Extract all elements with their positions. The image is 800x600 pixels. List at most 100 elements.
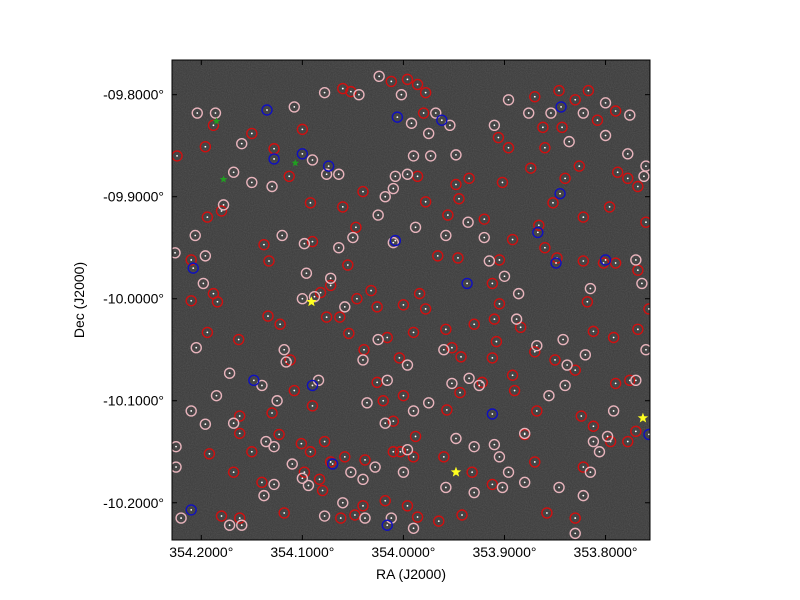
source-point: [204, 145, 207, 148]
source-point: [268, 260, 270, 262]
catalog-circle-marker: [478, 213, 490, 225]
source-point: [370, 289, 372, 292]
source-point: [535, 344, 538, 347]
catalog-circle-marker: [452, 252, 464, 264]
source-point: [252, 379, 255, 382]
catalog-circle-marker: [569, 94, 581, 106]
catalog-circle-marker: [483, 255, 496, 267]
source-point: [578, 165, 581, 167]
source-point: [645, 348, 647, 351]
source-point: [394, 239, 397, 242]
source-point: [537, 224, 540, 227]
source-point: [614, 110, 617, 112]
catalog-circle-marker: [318, 510, 331, 522]
source-point: [220, 515, 223, 517]
x-tick-label: 353.8000°: [574, 544, 638, 560]
catalog-circle-marker: [191, 107, 203, 119]
source-point: [406, 78, 409, 81]
source-point: [261, 384, 263, 387]
catalog-circle-marker: [622, 148, 634, 160]
catalog-circle-marker: [441, 404, 453, 416]
catalog-circle-marker: [333, 168, 345, 180]
source-point: [515, 318, 518, 321]
source-point: [190, 299, 193, 302]
catalog-circle-marker: [607, 405, 620, 417]
source-point: [582, 216, 585, 219]
source-point: [376, 305, 379, 308]
source-point: [574, 532, 577, 535]
source-point: [424, 200, 427, 203]
catalog-circle-marker: [555, 101, 567, 113]
catalog-circle-marker: [377, 395, 389, 407]
source-point: [501, 181, 504, 184]
source-point: [283, 348, 286, 351]
catalog-circle-marker: [172, 461, 182, 473]
source-point: [444, 486, 447, 489]
source-point: [202, 282, 205, 285]
source-point: [483, 218, 486, 221]
source-point: [533, 95, 536, 98]
catalog-circle-marker: [569, 364, 581, 376]
source-point: [276, 399, 278, 402]
catalog-circle-marker: [337, 497, 349, 509]
source-point: [626, 440, 629, 443]
catalog-circle-marker: [306, 154, 319, 166]
source-point: [628, 114, 631, 116]
catalog-circle-marker: [397, 466, 410, 478]
catalog-circle-marker: [462, 216, 474, 228]
source-point: [343, 305, 346, 308]
catalog-circle-marker: [401, 444, 414, 456]
source-point: [311, 240, 314, 243]
source-point: [362, 359, 364, 361]
catalog-circle-marker: [556, 121, 568, 134]
source-point: [458, 197, 460, 200]
catalog-circle-marker: [296, 472, 309, 484]
catalog-circle-marker: [359, 512, 371, 524]
catalog-circle-marker: [185, 254, 197, 266]
plot-background: [172, 60, 650, 540]
catalog-circle-marker: [185, 504, 197, 516]
source-point: [363, 348, 365, 351]
source-point: [398, 356, 401, 359]
source-point: [562, 338, 564, 341]
catalog-circle-marker: [223, 519, 236, 531]
catalog-circle-marker: [630, 374, 642, 387]
catalog-circle-marker: [510, 313, 523, 325]
catalog-circle-marker: [234, 427, 246, 440]
catalog-circle-marker: [493, 451, 506, 463]
source-point: [238, 432, 241, 435]
source-point: [533, 350, 536, 353]
source-point: [442, 348, 445, 351]
catalog-circle-marker: [343, 327, 355, 340]
y-tick-label: -10.1000°: [103, 393, 164, 409]
catalog-circle-marker: [274, 318, 286, 330]
catalog-circle-marker: [486, 408, 499, 420]
source-point: [459, 391, 461, 394]
catalog-circle-marker: [302, 479, 315, 492]
catalog-circle-marker: [379, 191, 391, 203]
catalog-circle-marker: [320, 311, 333, 323]
catalog-circle-marker: [199, 141, 212, 153]
catalog-circle-marker: [518, 427, 531, 440]
catalog-circle-marker: [609, 377, 622, 390]
source-point: [228, 372, 231, 375]
source-point: [598, 450, 601, 453]
catalog-circle-marker: [593, 446, 606, 458]
source-point: [566, 364, 569, 366]
source-point: [596, 119, 599, 122]
catalog-circle-marker: [266, 180, 278, 193]
source-point: [323, 440, 326, 443]
source-point: [473, 445, 476, 448]
catalog-circle-marker: [236, 137, 248, 150]
source-point: [208, 452, 211, 455]
catalog-circle-marker: [215, 205, 228, 217]
source-point: [626, 152, 629, 155]
source-point: [376, 381, 379, 384]
catalog-circle-marker: [468, 318, 480, 330]
catalog-circle-marker: [349, 509, 361, 521]
source-point: [634, 259, 637, 261]
source-point: [559, 192, 561, 195]
source-point: [364, 517, 366, 519]
source-point: [240, 524, 243, 527]
source-point: [491, 483, 494, 486]
